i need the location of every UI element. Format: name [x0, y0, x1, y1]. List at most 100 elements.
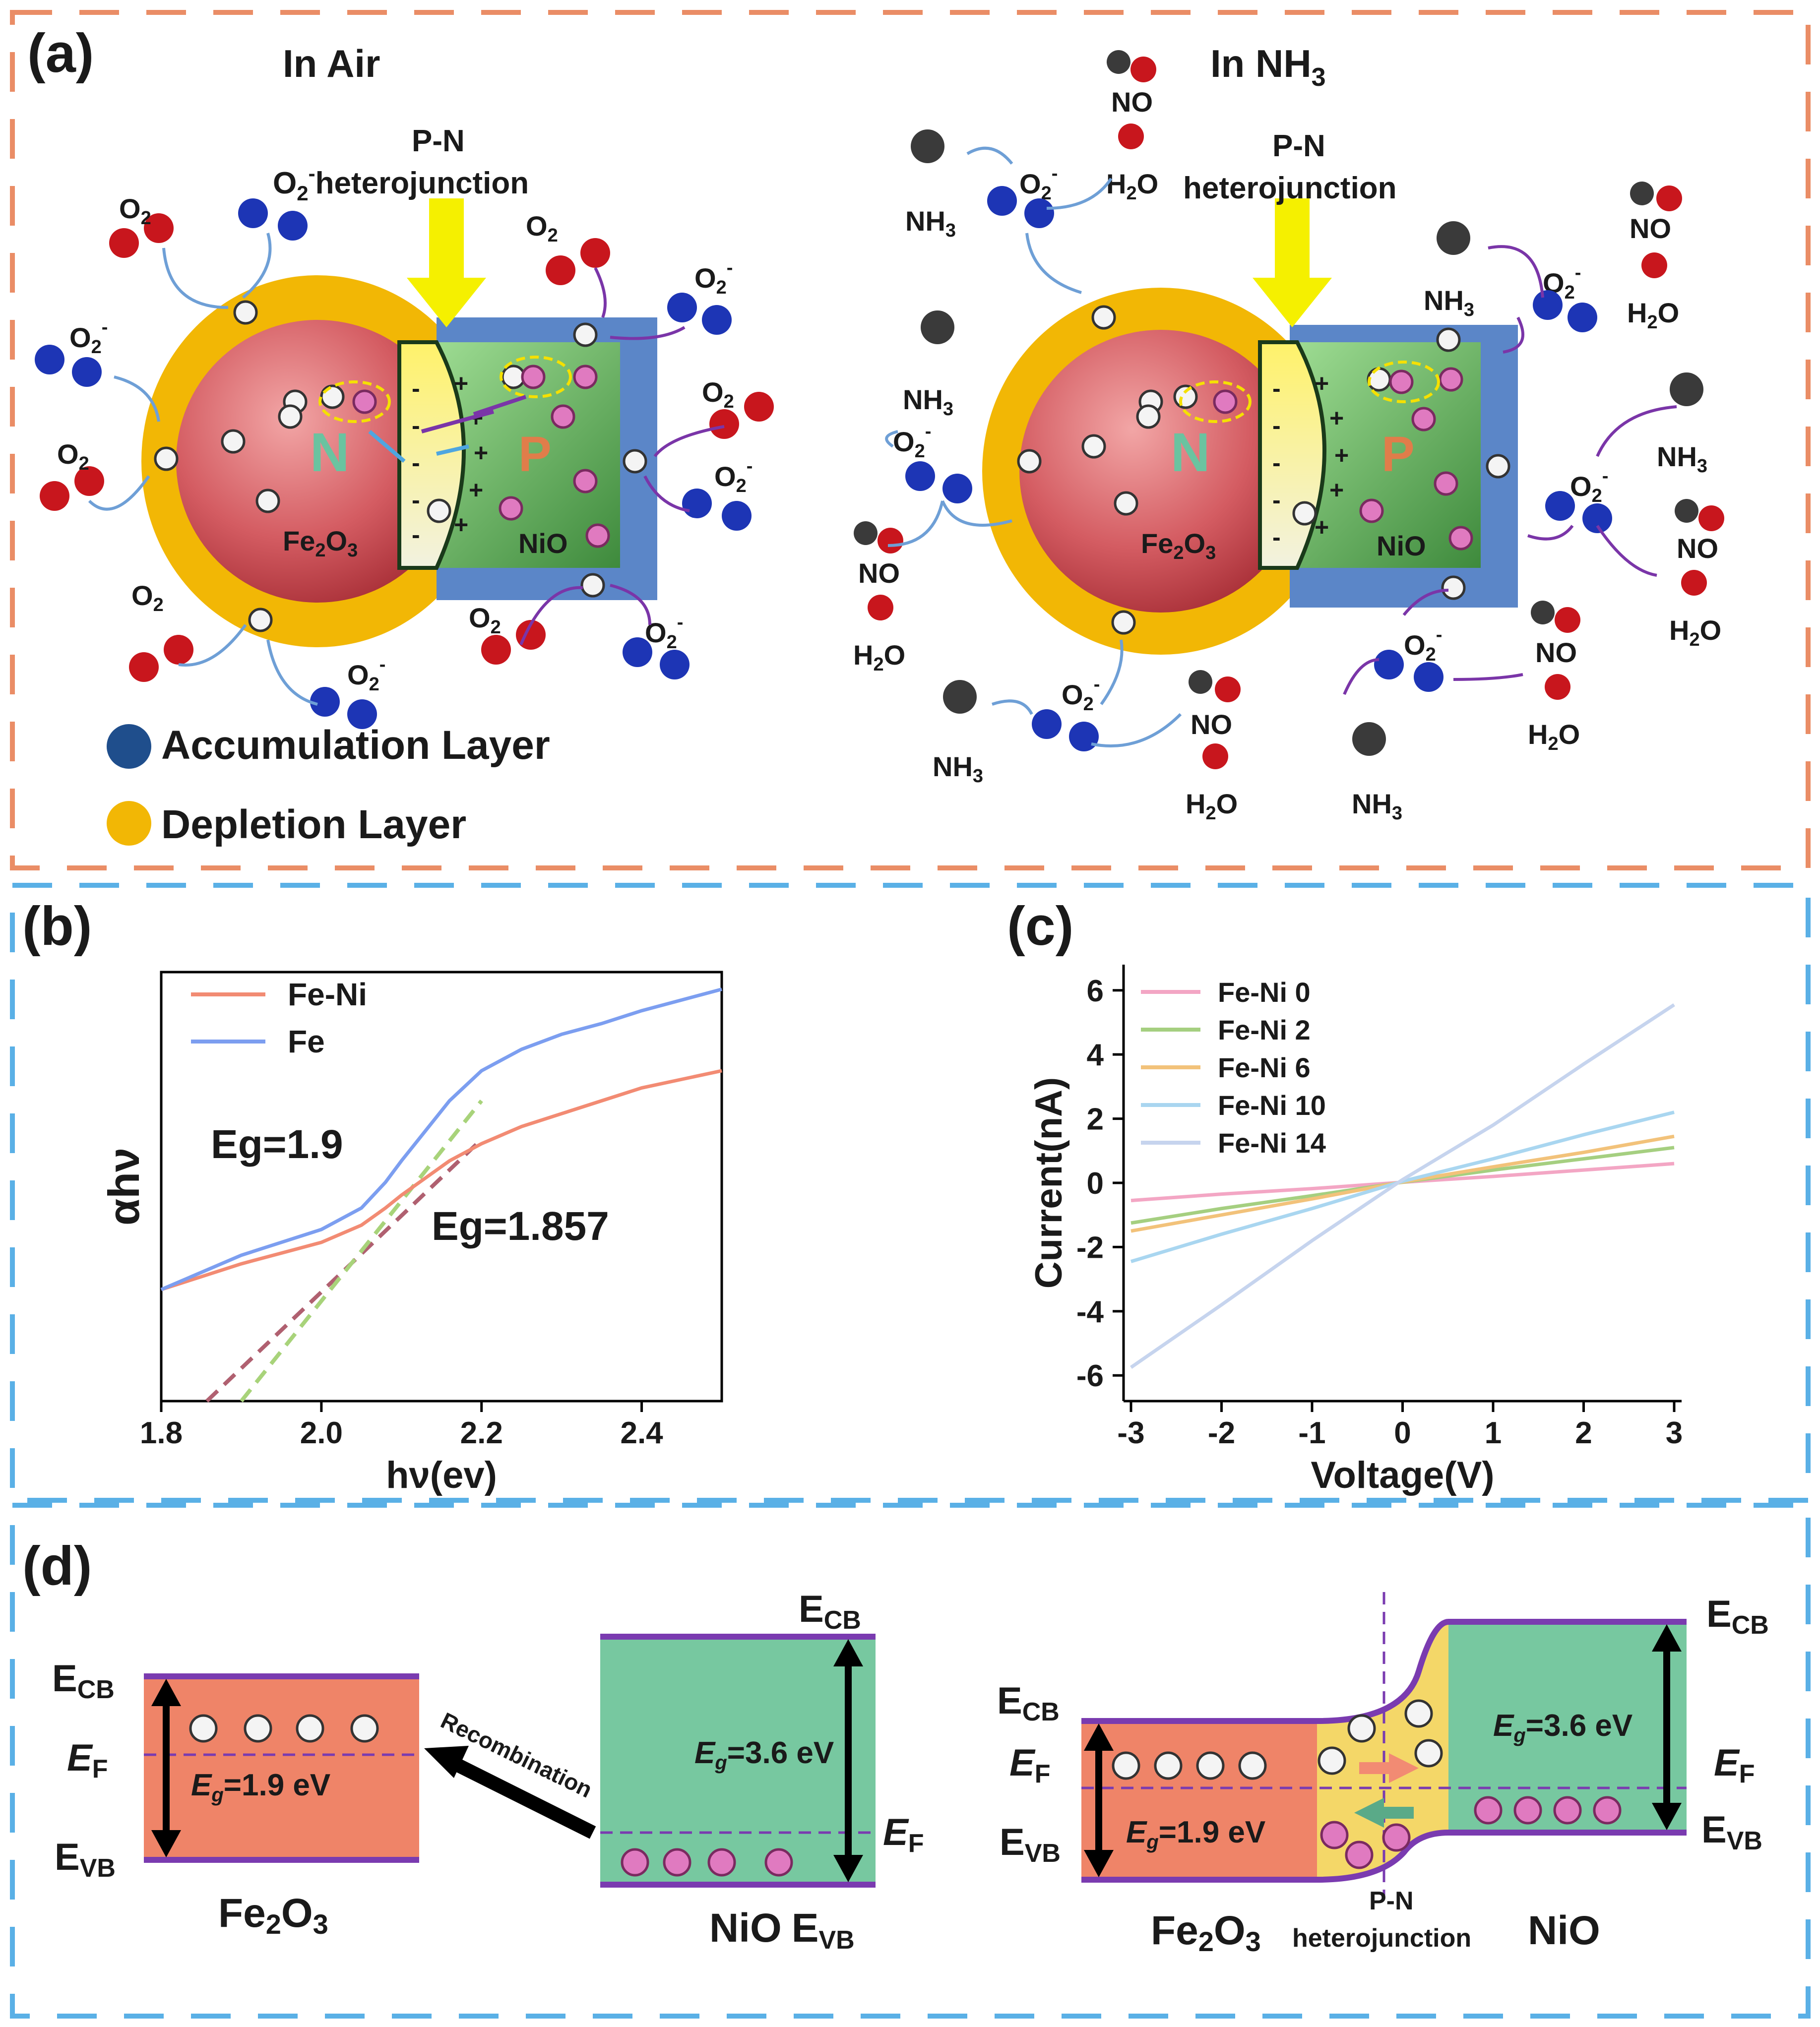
air-particle: P-N O2-heterojunction N P Fe2O3 NiO - + -… [141, 124, 657, 647]
svg-text:EF: EF [1009, 1742, 1050, 1788]
legend-label: Fe [288, 1024, 325, 1059]
y-tick-label: -4 [1076, 1295, 1104, 1329]
eg-fe-label: Eg=1.9 [211, 1122, 343, 1167]
svg-text:H2O: H2O [853, 639, 905, 675]
svg-text:O2: O2 [57, 438, 89, 474]
svg-text:Eg=1.9 eV: Eg=1.9 eV [1126, 1815, 1265, 1853]
legend-label: Fe-Ni 2 [1218, 1014, 1311, 1045]
svg-text:O2-: O2- [694, 257, 733, 298]
svg-text:+: + [1334, 441, 1349, 469]
nio-label: NiO [518, 528, 568, 559]
svg-text:NH3: NH3 [1352, 788, 1402, 824]
series-fe-ni-2 [1130, 1134, 1675, 1233]
svg-text:H2O: H2O [1106, 168, 1158, 204]
svg-text:H2O: H2O [1528, 719, 1580, 754]
svg-text:ECB: ECB [997, 1680, 1060, 1726]
panel-c-label: (c) [1007, 896, 1073, 957]
svg-text:H2O: H2O [1627, 297, 1679, 333]
svg-text:NiO: NiO [1377, 530, 1426, 561]
pn-label-d2: heterojunction [1292, 1924, 1471, 1953]
svg-text:Eg=1.9 eV: Eg=1.9 eV [191, 1768, 330, 1806]
svg-text:O2-: O2- [1062, 674, 1100, 715]
holes [352, 365, 610, 548]
svg-text:O2: O2 [131, 580, 164, 615]
svg-text:+: + [469, 476, 483, 504]
x-axis-label: Voltage(V) [1311, 1454, 1494, 1496]
panel-a-frame [10, 10, 1811, 870]
svg-text:N: N [1171, 422, 1210, 483]
fe2o3-band-label: Fe2O3 [218, 1891, 328, 1940]
x-tick-label: -1 [1298, 1416, 1325, 1450]
svg-text:O2: O2 [702, 376, 734, 412]
p-label: P [518, 427, 552, 482]
svg-text:NO: NO [1535, 637, 1577, 668]
x-tick-label: 0 [1394, 1416, 1411, 1450]
svg-text:O2-: O2- [1019, 163, 1058, 204]
svg-text:-: - [412, 449, 420, 477]
series-fe-ni-3 [1130, 1110, 1675, 1263]
svg-text:-: - [412, 412, 420, 439]
nio-junction-label: NiO [1528, 1908, 1600, 1953]
panel-b-label: (b) [22, 896, 92, 957]
series-fe-ni [160, 1069, 722, 1291]
svg-text:NH3: NH3 [1424, 285, 1474, 320]
svg-text:+: + [454, 369, 468, 397]
svg-text:EVB: EVB [1000, 1821, 1061, 1868]
svg-text:H2O: H2O [1669, 614, 1721, 650]
svg-text:heterojunction: heterojunction [1183, 171, 1397, 205]
svg-text:O2: O2 [469, 602, 501, 638]
x-tick-label: 1.8 [140, 1416, 183, 1450]
svg-text:-: - [1272, 412, 1281, 439]
svg-text:+: + [1315, 369, 1329, 397]
reaction-arrows-left [88, 233, 725, 706]
fit-line [240, 1100, 483, 1403]
n-label: N [310, 422, 349, 483]
accumulation-legend-label: Accumulation Layer [161, 723, 550, 768]
svg-text:EF: EF [883, 1811, 924, 1858]
svg-text:-: - [412, 521, 420, 549]
y-tick-label: 2 [1087, 1103, 1104, 1137]
svg-text:O2-: O2- [1570, 466, 1608, 506]
series-fe-ni-4 [1130, 1003, 1675, 1369]
nio-band-label: NiO EVB [709, 1905, 855, 1955]
svg-text:O2: O2 [526, 210, 558, 246]
svg-text:-: - [1272, 449, 1281, 477]
reaction-arrows-right [885, 146, 1677, 747]
legend-label: Fe-Ni 14 [1218, 1127, 1326, 1159]
iv-chart: -3 -2 -1 0 1 2 3 -6 -4 -2 0 2 4 6 Fe-Ni 0 Fe-Ni 2 Fe-Ni … [1028, 965, 1683, 1496]
y-tick-label: 4 [1087, 1038, 1104, 1072]
accumulation-legend-dot [107, 724, 151, 769]
svg-text:H2O: H2O [1186, 788, 1238, 824]
svg-text:-: - [412, 374, 420, 402]
y-tick-label: 6 [1087, 974, 1104, 1008]
absorption-chart: 1.8 2.0 2.2 2.4 Fe-Ni Fe hν(ev) αhν [99, 971, 723, 1496]
svg-text:NO: NO [858, 557, 900, 589]
depletion-legend-label: Depletion Layer [161, 802, 466, 847]
fe2o3-band [144, 1676, 419, 1860]
y-tick-label: -2 [1076, 1230, 1104, 1265]
x-tick-label: 1 [1485, 1416, 1502, 1450]
x-tick-label: 2.4 [620, 1416, 663, 1450]
y-axis-label: αhν [99, 1148, 148, 1226]
svg-text:NO: NO [1677, 533, 1718, 564]
svg-text:-: - [1272, 486, 1281, 514]
x-axis-label: hν(ev) [386, 1454, 497, 1496]
svg-text:O2-: O2- [645, 612, 683, 653]
series-fe-ni-1 [1130, 1146, 1675, 1225]
svg-text:EF: EF [1714, 1742, 1755, 1788]
svg-text:ECB: ECB [1706, 1593, 1769, 1640]
x-tick-label: -2 [1208, 1416, 1235, 1450]
panel-a-left-title: In Air [283, 42, 380, 85]
x-tick-label: 3 [1666, 1416, 1683, 1450]
svg-text:+: + [1329, 476, 1344, 504]
eg-feni-label: Eg=1.857 [432, 1204, 609, 1249]
svg-text:EVB: EVB [55, 1836, 116, 1883]
junction-arrow [407, 198, 486, 327]
svg-text:ECB: ECB [52, 1658, 115, 1704]
svg-text:NH3: NH3 [933, 751, 983, 787]
panel-d-frame [10, 1503, 1811, 2019]
pn-label-d1: P-N [1369, 1887, 1414, 1915]
x-tick-label: 2 [1575, 1416, 1592, 1450]
space-charge-signs: -+ -+ -+ -+ -+ [412, 369, 488, 549]
